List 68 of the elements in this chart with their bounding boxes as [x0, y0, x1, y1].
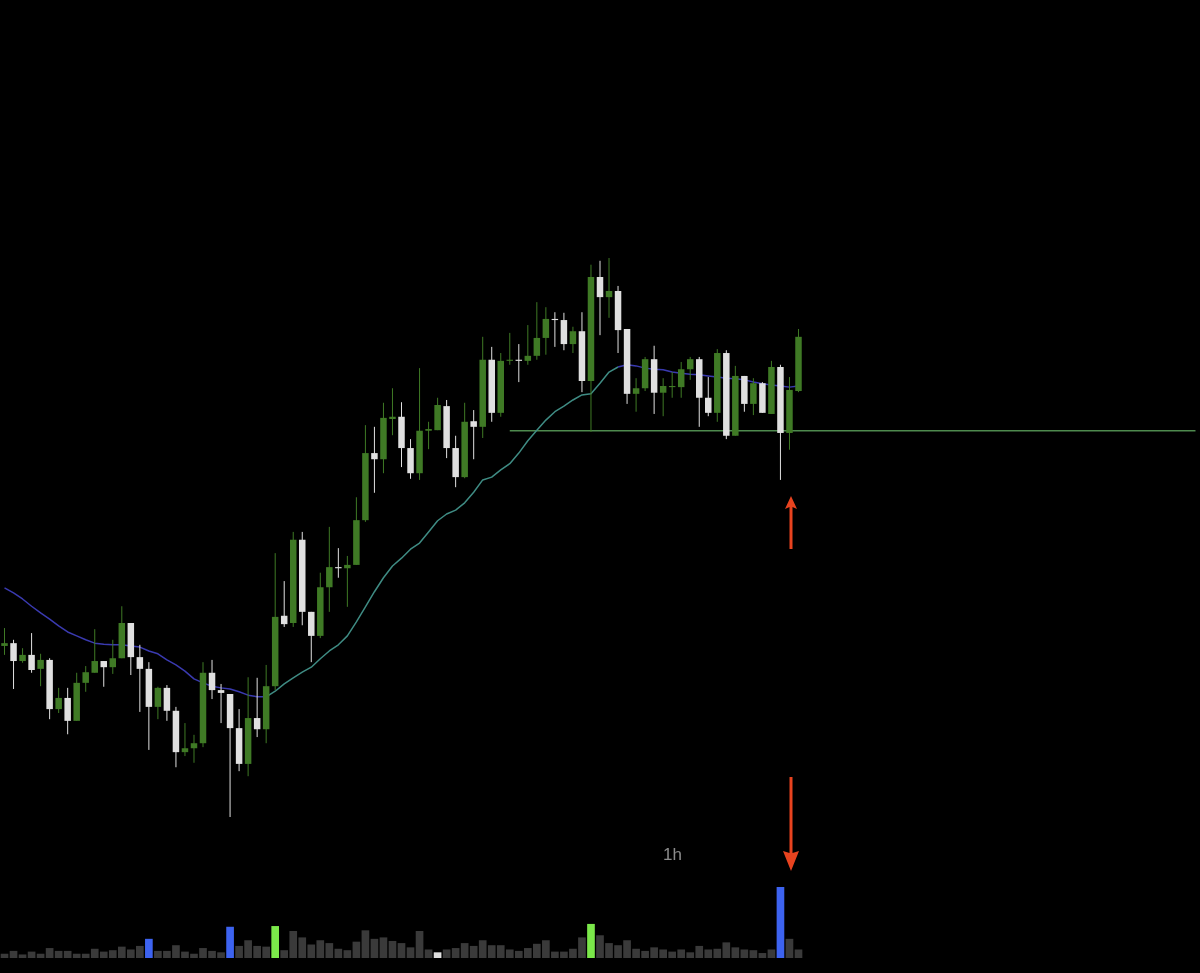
- text: 1h: [663, 845, 682, 865]
- candlestick: [686, 356, 694, 381]
- candlestick: [208, 659, 216, 700]
- candlestick: [371, 426, 378, 494]
- candlestick: [64, 687, 71, 735]
- candlestick: [596, 260, 604, 336]
- candlestick: [10, 639, 17, 690]
- bar: [794, 949, 803, 958]
- candlestick: [217, 683, 225, 724]
- candlestick: [659, 377, 667, 417]
- candlestick: [569, 326, 577, 354]
- candlestick: [542, 306, 550, 356]
- bar: [343, 950, 352, 958]
- bar: [758, 953, 767, 958]
- candlestick: [524, 324, 532, 366]
- bar: [361, 930, 370, 958]
- candlestick: [605, 257, 613, 319]
- bar: [731, 947, 740, 958]
- bar: [451, 948, 460, 958]
- candlestick: [705, 376, 712, 417]
- bar: [397, 943, 406, 958]
- bar: [433, 952, 442, 958]
- candlestick: [109, 639, 117, 675]
- bar: [740, 949, 749, 958]
- candlestick: [344, 555, 351, 608]
- candlestick: [389, 387, 396, 436]
- bar: [226, 926, 234, 958]
- candlestick: [28, 632, 35, 674]
- candlestick: [335, 547, 342, 579]
- candlestick: [750, 377, 757, 416]
- bar: [406, 947, 415, 958]
- bar: [785, 938, 794, 958]
- bar: [460, 943, 469, 958]
- candlestick: [533, 301, 541, 361]
- bar: [352, 941, 361, 958]
- bar: [388, 940, 397, 958]
- bar: [587, 923, 595, 958]
- candlestick: [470, 409, 477, 460]
- candlestick: [425, 421, 432, 450]
- bar: [767, 949, 776, 958]
- candlestick: [154, 686, 162, 720]
- candlestick: [632, 377, 640, 413]
- bar: [9, 950, 18, 958]
- bar: [145, 938, 153, 958]
- candlestick: [100, 660, 108, 688]
- candlestick: [253, 677, 261, 738]
- bar: [370, 938, 379, 958]
- bar: [776, 887, 785, 958]
- bar: [45, 948, 54, 958]
- candlestick: [163, 684, 171, 722]
- bar: [424, 949, 433, 958]
- bar: [749, 950, 758, 958]
- candlestick: [55, 687, 62, 714]
- bar: [18, 954, 27, 958]
- candlestick: [181, 722, 189, 757]
- bar: [442, 949, 451, 958]
- bar: [54, 950, 63, 958]
- candlestick: [1, 627, 8, 656]
- bar: [379, 937, 388, 958]
- candlestick: [37, 653, 44, 687]
- bar: [271, 926, 280, 958]
- bar: [415, 931, 424, 958]
- candlestick: [136, 644, 144, 713]
- candlestick: [677, 361, 685, 399]
- candlestick: [91, 628, 98, 674]
- candlestick: [326, 526, 333, 613]
- candlestick: [190, 734, 198, 764]
- candlestick: [82, 665, 89, 693]
